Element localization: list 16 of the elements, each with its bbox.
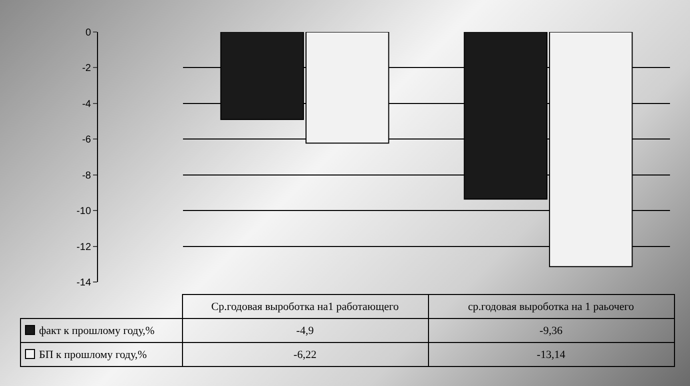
y-tick-label: -14: [76, 278, 92, 288]
x-tick-label: ср.годовая выроботка на 1 раьочего: [428, 294, 674, 318]
data-label: -9,36: [428, 318, 674, 342]
data-label: -13,14: [428, 342, 674, 366]
x-tick-label: Ср.годовая выроботка на1 работающего: [182, 294, 428, 318]
y-tick-label: -4: [82, 98, 92, 110]
data-label: -4,9: [182, 318, 428, 342]
legend-label: факт к прошлому году,%: [20, 318, 182, 342]
data-label: -6,22: [182, 342, 428, 366]
y-tick-label: -12: [76, 242, 92, 253]
y-tick-label: -6: [82, 134, 92, 146]
y-tick-label: 0: [85, 28, 92, 38]
y-tick-label: -10: [76, 206, 92, 218]
y-tick-label: -2: [82, 63, 92, 74]
y-tick-label: -8: [82, 170, 92, 182]
legend-label: БП к прошлому году,%: [20, 342, 182, 366]
